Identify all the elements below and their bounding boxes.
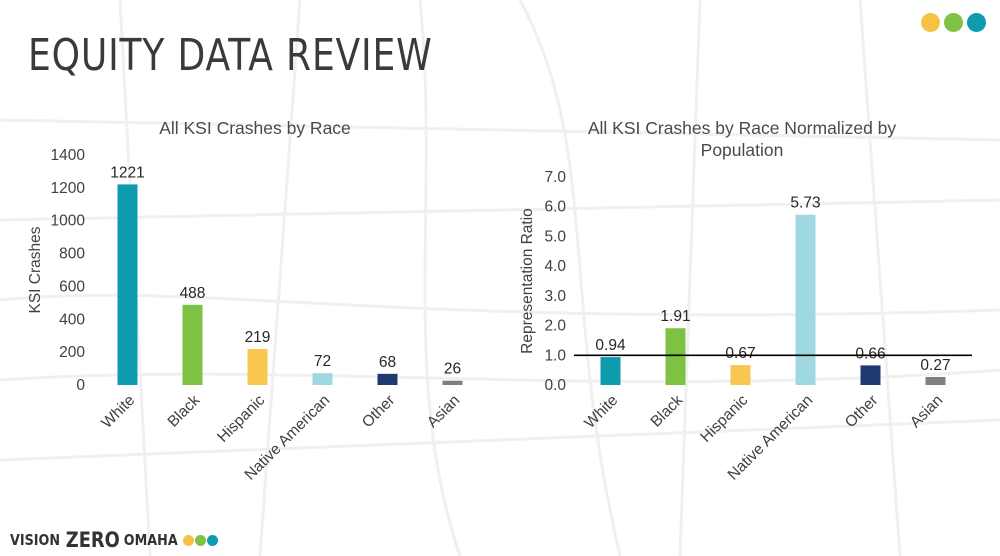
y-tick-label: 800 <box>59 246 85 263</box>
x-tick-label-black: Black <box>648 392 687 431</box>
data-label-native-american: 72 <box>314 353 331 370</box>
bar-native-american <box>795 214 816 385</box>
y-tick-label: 400 <box>59 311 85 328</box>
bar-other <box>860 365 881 385</box>
page-title: EQUITY DATA REVIEW <box>28 30 433 81</box>
logo-dot-green <box>194 534 206 546</box>
y-tick-label: 200 <box>59 344 85 361</box>
bar-asian <box>442 380 463 385</box>
x-tick-label-other: Other <box>842 392 881 431</box>
map-road-7 <box>858 0 902 556</box>
x-tick-label-white: White <box>581 392 621 432</box>
brand-dot-green <box>944 13 963 32</box>
data-label-asian: 26 <box>444 361 461 378</box>
data-label-white: 0.94 <box>595 337 626 354</box>
bar-hispanic <box>247 349 268 385</box>
brand-dot-yellow <box>921 13 940 32</box>
y-tick-label: 1200 <box>51 180 86 197</box>
y-tick-label: 600 <box>59 278 85 295</box>
map-road-0 <box>0 118 1000 142</box>
y-tick-label: 4.0 <box>544 258 566 275</box>
y-axis-label: Representation Ratio <box>519 208 536 354</box>
y-tick-label: 2.0 <box>544 318 566 335</box>
y-axis-label: KSI Crashes <box>27 226 44 313</box>
y-tick-label: 1000 <box>51 213 86 230</box>
data-label-other: 0.66 <box>855 345 885 362</box>
map-road-1 <box>0 293 1000 317</box>
bar-black <box>665 328 686 385</box>
logo-word-vision: VISION <box>10 531 61 549</box>
map-road-4 <box>678 0 702 556</box>
bar-other <box>377 373 398 385</box>
chart-title: All KSI Crashes by Race <box>159 118 351 138</box>
bar-white <box>600 357 621 385</box>
data-label-native-american: 5.73 <box>790 195 820 212</box>
map-road-9 <box>258 0 302 556</box>
y-tick-label: 3.0 <box>544 288 566 305</box>
logo-dot-yellow <box>182 534 194 546</box>
x-tick-label-asian: Asian <box>907 392 946 431</box>
bar-native-american <box>312 373 333 385</box>
bar-white <box>117 184 138 385</box>
bar-asian <box>925 376 946 385</box>
map-road-6 <box>518 0 622 556</box>
map-road-8 <box>0 198 1000 222</box>
y-tick-label: 6.0 <box>544 199 566 216</box>
data-label-hispanic: 219 <box>245 329 271 346</box>
data-label-asian: 0.27 <box>920 357 950 374</box>
data-label-hispanic: 0.67 <box>725 345 755 362</box>
y-tick-label: 0.0 <box>544 377 566 394</box>
data-label-black: 1.91 <box>660 308 690 325</box>
brand-dots <box>921 13 986 32</box>
brand-dot-teal <box>967 13 986 32</box>
logo-word-omaha: OMAHA <box>123 531 178 549</box>
x-tick-label-hispanic: Hispanic <box>697 392 751 446</box>
data-label-other: 68 <box>379 354 396 371</box>
map-road-3 <box>418 0 462 556</box>
bar-hispanic <box>730 365 751 385</box>
data-label-black: 488 <box>180 285 206 302</box>
data-label-white: 1221 <box>110 164 144 181</box>
y-tick-label: 5.0 <box>544 228 566 245</box>
map-road-5 <box>0 418 1000 462</box>
chart-title: All KSI Crashes by Race Normalized by Pop… <box>588 118 897 160</box>
y-tick-label: 1400 <box>51 147 86 164</box>
logo-word-zero: ZERO <box>65 528 120 552</box>
vision-zero-logo: VISION ZERO OMAHA <box>10 526 218 554</box>
y-tick-label: 0 <box>76 377 85 394</box>
y-tick-label: 7.0 <box>544 169 566 186</box>
bar-black <box>182 304 203 385</box>
logo-dot-teal <box>206 534 218 546</box>
y-tick-label: 1.0 <box>544 347 566 364</box>
